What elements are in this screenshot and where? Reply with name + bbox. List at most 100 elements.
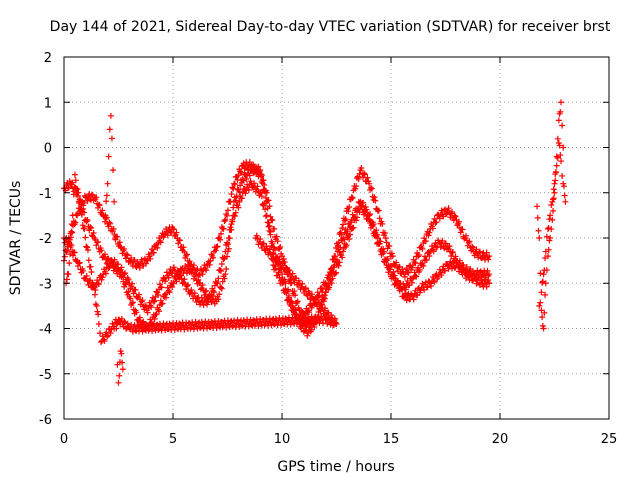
data-point-sample: [107, 330, 114, 337]
data-point-sample: [381, 248, 388, 255]
data-point-sample: [68, 221, 75, 228]
data-point: [106, 126, 113, 133]
data-point-sample: [248, 321, 255, 328]
data-point-sample: [431, 278, 438, 285]
data-point: [222, 271, 229, 278]
data-point-sample: [339, 225, 346, 232]
data-point-sample: [251, 180, 258, 187]
data-point-sample: [437, 244, 444, 251]
data-point-sample: [216, 291, 223, 298]
data-point-sample: [154, 244, 161, 251]
data-point: [263, 198, 270, 205]
data-point-sample: [262, 213, 269, 220]
data-point-sample: [156, 238, 163, 245]
data-point: [252, 235, 259, 241]
data-point-sample: [274, 238, 281, 245]
data-point-sample: [194, 325, 201, 332]
data-point-sample: [391, 272, 398, 279]
data-point-sample: [326, 284, 333, 291]
data-point-sample: [197, 272, 204, 279]
data-point-sample: [135, 291, 142, 298]
data-point-sample: [377, 238, 384, 245]
data-point-sample: [545, 246, 552, 253]
data-point-sample: [215, 318, 222, 325]
data-point-sample: [360, 199, 367, 206]
data-point-sample: [86, 277, 93, 284]
data-point-sample: [273, 233, 280, 240]
data-point-sample: [186, 258, 193, 265]
data-point-sample: [153, 311, 160, 318]
x-tick-label: 20: [492, 432, 509, 447]
data-point-sample: [452, 253, 459, 260]
data-point-sample: [376, 215, 383, 222]
data-point-sample: [463, 263, 470, 270]
data-point-sample: [87, 223, 94, 230]
data-point: [551, 180, 558, 187]
data-point-sample: [281, 276, 288, 283]
data-point-sample: [328, 280, 335, 287]
data-point-sample: [419, 280, 426, 287]
data-point-sample: [381, 229, 388, 236]
data-point-sample: [169, 284, 176, 291]
data-point-sample: [353, 209, 360, 216]
data-point: [540, 325, 547, 332]
data-point-sample: [345, 208, 352, 215]
data-point-sample: [456, 268, 463, 275]
data-point-sample: [258, 190, 265, 197]
data-point-sample: [189, 265, 196, 272]
data-point: [553, 162, 560, 169]
data-point-sample: [342, 216, 349, 223]
data-point: [65, 271, 72, 278]
data-point-sample: [307, 296, 314, 303]
data-point-sample: [119, 359, 126, 366]
data-point: [222, 216, 229, 223]
data-point-sample: [315, 299, 322, 306]
data-point-sample: [63, 276, 70, 283]
data-point-sample: [158, 301, 165, 308]
y-axis-label: SDTVAR / TECUs: [8, 181, 24, 296]
y-tick-label: 0: [44, 142, 52, 157]
data-point-sample: [231, 212, 238, 219]
data-point: [340, 221, 347, 228]
data-point-sample: [426, 278, 433, 285]
data-point-sample: [246, 159, 253, 166]
data-point: [547, 212, 554, 219]
data-point-sample: [468, 271, 475, 278]
data-point-sample: [220, 225, 227, 232]
data-point-sample: [262, 247, 269, 254]
data-point-sample: [243, 176, 250, 183]
data-point-sample: [80, 225, 87, 232]
data-point-sample: [302, 314, 309, 321]
data-point-sample: [294, 282, 301, 289]
data-point-sample: [308, 294, 315, 301]
data-point-sample: [199, 282, 206, 289]
data-point-sample: [473, 280, 480, 287]
data-point-sample: [278, 265, 285, 272]
data-point-sample: [339, 254, 346, 261]
data-point: [110, 167, 117, 174]
data-point-sample: [420, 263, 427, 270]
data-point-sample: [132, 262, 139, 269]
data-point-sample: [537, 299, 544, 306]
data-point-sample: [210, 289, 217, 296]
data-point-sample: [176, 237, 183, 244]
data-point-sample: [541, 309, 548, 316]
data-point-sample: [281, 320, 288, 327]
data-point: [69, 212, 76, 219]
data-point-sample: [165, 326, 172, 333]
data-point-sample: [193, 267, 200, 274]
data-point-sample: [122, 281, 129, 288]
data-point-sample: [401, 273, 408, 280]
data-point: [558, 99, 565, 106]
data-point-sample: [181, 276, 188, 283]
data-point-sample: [192, 271, 199, 278]
data-point-sample: [67, 234, 74, 241]
data-point-sample: [246, 172, 253, 179]
data-point-sample: [231, 181, 238, 188]
data-point-sample: [552, 169, 559, 176]
data-point-sample: [67, 251, 74, 258]
y-tick-label: -4: [39, 323, 52, 338]
data-point: [536, 302, 543, 309]
data-point-sample: [279, 279, 286, 286]
